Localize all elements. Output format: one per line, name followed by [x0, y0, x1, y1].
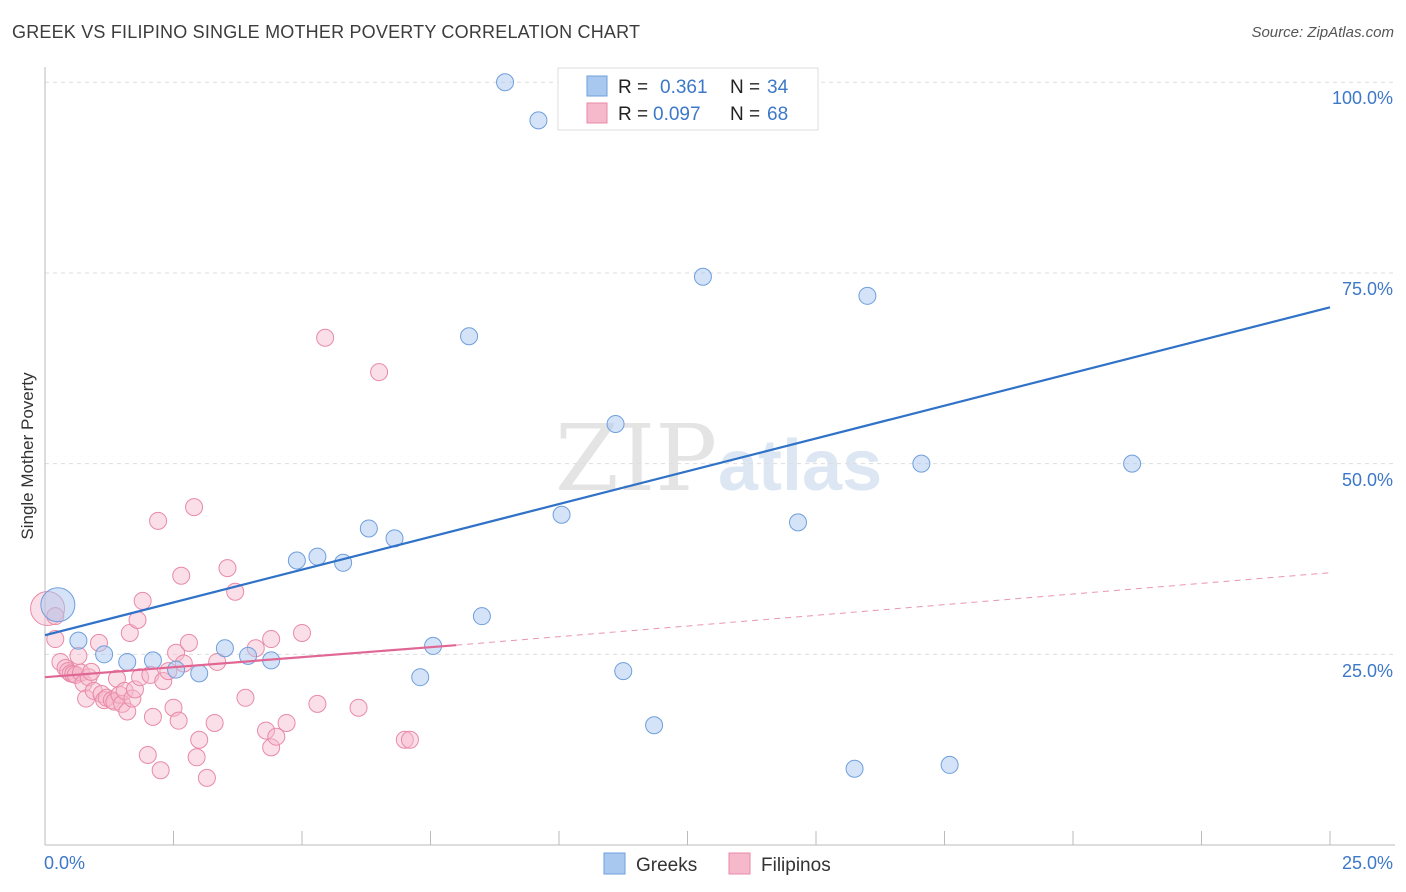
legend-greeks-n-label: N =: [730, 77, 760, 98]
filipinos-point-29: [125, 680, 144, 699]
filipinos-point-63: [316, 328, 335, 347]
greeks-point-7: [215, 639, 234, 658]
greeks-point-6: [190, 664, 209, 683]
greeks-point-23: [614, 662, 633, 681]
greeks-point-25: [693, 267, 712, 286]
chart-title: GREEK VS FILIPINO SINGLE MOTHER POVERTY …: [12, 22, 641, 42]
filipinos-series: [30, 328, 419, 787]
filipinos-point-56: [257, 721, 276, 740]
greeks-point-30: [858, 286, 877, 305]
x-tick-label-0: 0.0%: [44, 853, 85, 873]
filipinos-point-64: [349, 698, 368, 717]
filipinos-point-47: [187, 748, 206, 767]
legend-swatch-filipinos: [586, 102, 608, 124]
bottom-legend-filipinos: Filipinos: [761, 855, 831, 876]
filipinos-point-61: [293, 623, 311, 642]
filipinos-trend-line: [44, 644, 457, 679]
legend-swatch-greeks: [586, 75, 608, 97]
legend-filipinos-r-label: R =: [618, 104, 648, 125]
greeks-point-11: [308, 547, 327, 566]
y-tick-label-25: 25.0%: [1342, 661, 1393, 681]
greeks-point-21: [552, 505, 571, 524]
legend-greeks-r-value: 0.361: [660, 77, 708, 98]
filipinos-point-67: [400, 730, 419, 749]
filipinos-point-45: [179, 633, 198, 652]
filipinos-point-36: [149, 511, 168, 530]
greeks-point-20: [529, 111, 548, 130]
greeks-point-17: [460, 327, 479, 346]
y-tick-label-50: 50.0%: [1342, 470, 1393, 490]
filipinos-point-9: [69, 646, 88, 665]
greeks-point-33: [1123, 454, 1142, 473]
greeks-point-32: [940, 755, 959, 774]
filipinos-point-66: [395, 730, 414, 749]
x-tick-label-25: 25.0%: [1342, 853, 1393, 873]
watermark: ZIP atlas: [555, 405, 882, 512]
bottom-legend: Greeks Filipinos: [603, 852, 831, 876]
greeks-point-29: [845, 759, 864, 778]
filipinos-point-49: [197, 768, 216, 787]
legend-filipinos-n-value: 68: [767, 104, 788, 125]
filipinos-point-52: [218, 559, 237, 578]
greeks-point-2: [95, 645, 114, 664]
chart-source: Source: ZipAtlas.com: [1251, 24, 1394, 41]
filipinos-point-35: [138, 745, 157, 764]
filipinos-point-14: [82, 662, 101, 681]
greeks-series: [40, 73, 1142, 778]
greeks-point-28: [789, 513, 808, 532]
filipinos-point-50: [205, 713, 224, 732]
watermark-zip: ZIP: [555, 405, 717, 512]
filipinos-point-59: [267, 727, 286, 746]
greeks-point-0: [40, 587, 76, 623]
bottom-legend-swatch-filipinos: [728, 852, 751, 875]
greeks-point-22: [606, 414, 625, 433]
greeks-point-13: [359, 519, 378, 538]
filipinos-point-60: [277, 713, 296, 732]
y-tick-label-75: 75.0%: [1342, 279, 1393, 299]
greeks-trend-line: [44, 306, 1331, 637]
greeks-point-4: [143, 651, 162, 670]
y-tick-labels: 100.0% 75.0% 50.0% 25.0%: [1332, 88, 1393, 681]
legend: R = 0.361 N = 34 R = 0.097 N = 68: [557, 67, 819, 131]
filipinos-point-38: [154, 672, 173, 691]
greeks-point-5: [167, 660, 186, 679]
x-ticks: [173, 831, 1331, 845]
bottom-legend-greeks: Greeks: [636, 855, 697, 876]
greeks-point-18: [472, 607, 491, 626]
y-tick-label-100: 100.0%: [1332, 88, 1393, 108]
greeks-point-10: [287, 551, 306, 570]
filipinos-point-43: [172, 566, 191, 585]
filipinos-point-58: [262, 738, 281, 757]
legend-greeks-r-label: R =: [618, 77, 648, 98]
greeks-point-15: [411, 668, 430, 687]
bottom-legend-swatch-greeks: [603, 852, 626, 875]
filipinos-point-34: [143, 707, 162, 726]
trend-lines: [44, 306, 1331, 679]
filipinos-point-42: [169, 711, 188, 730]
filipinos-point-32: [133, 591, 152, 610]
filipinos-point-51: [208, 652, 227, 671]
filipinos-point-46: [185, 498, 204, 517]
legend-filipinos-r-value: 0.097: [653, 104, 701, 125]
filipinos-point-3: [51, 652, 70, 671]
axes: [44, 67, 1395, 846]
legend-greeks-n-value: 34: [767, 77, 789, 98]
filipinos-point-37: [151, 761, 170, 780]
legend-filipinos-n-label: N =: [730, 104, 760, 125]
greeks-point-3: [118, 652, 137, 671]
watermark-atlas: atlas: [718, 426, 882, 506]
filipinos-trend-line-extension: [456, 572, 1331, 646]
grid: [45, 81, 1395, 655]
filipinos-point-57: [262, 630, 281, 649]
greeks-point-31: [912, 454, 931, 473]
greeks-point-1: [69, 631, 88, 650]
filipinos-point-48: [190, 730, 209, 749]
greeks-point-24: [645, 716, 664, 735]
filipinos-point-65: [370, 363, 389, 382]
filipinos-point-54: [236, 688, 255, 707]
greeks-point-19: [496, 73, 515, 92]
y-axis-title: Single Mother Poverty: [18, 372, 37, 540]
filipinos-point-62: [308, 694, 327, 713]
